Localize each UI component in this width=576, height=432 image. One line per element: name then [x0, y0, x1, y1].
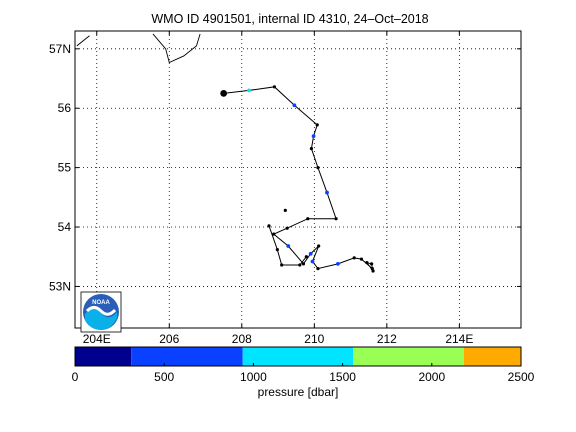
colorbar-segment [131, 347, 243, 366]
coastline [76, 33, 201, 64]
profile-point [365, 261, 369, 265]
y-tick-label: 54 [58, 220, 72, 234]
profile-point [285, 226, 289, 230]
profile-point [267, 224, 271, 228]
profile-point [315, 123, 319, 127]
profile-point [311, 134, 316, 139]
colorbar-segment [75, 347, 132, 366]
profile-point [325, 190, 329, 195]
colorbar-frame [74, 346, 522, 367]
profile-point [272, 85, 277, 89]
colorbar-tick-label: 1000 [240, 370, 267, 384]
plot-background [75, 31, 521, 328]
profile-point [359, 257, 364, 261]
profile-point [316, 267, 320, 271]
profile-point [352, 256, 356, 260]
coastline-segment [152, 33, 201, 64]
start-point-marker [220, 89, 228, 97]
colorbar-tick-label: 2500 [508, 370, 535, 384]
profile-point [247, 88, 251, 93]
colorbar-tick-label: 2000 [418, 370, 445, 384]
profile-point [283, 208, 287, 212]
y-axis-ticks: 57N 56 55 54 53N [49, 31, 521, 328]
profile-point [334, 217, 338, 221]
y-tick-label: 53N [49, 279, 71, 293]
plot-area: 57N 56 55 54 53N [49, 30, 522, 329]
plot-frame [74, 30, 522, 329]
x-tick-label: 206 [159, 332, 179, 346]
profile-point [317, 244, 321, 248]
profile-point [316, 166, 320, 170]
x-tick-label: 208 [232, 332, 252, 346]
grid-lines [75, 31, 521, 328]
colorbar-ticks: 0 500 1000 1500 2000 2500 [72, 363, 535, 384]
profile-point [371, 269, 375, 273]
y-tick-label: 56 [58, 101, 72, 115]
noaa-logo-wave [85, 308, 117, 330]
profile-point [301, 262, 306, 266]
coastline-segment [76, 35, 90, 47]
profile-point [298, 263, 302, 267]
y-tick-label: 57N [49, 42, 71, 56]
profile-point [310, 259, 315, 264]
colorbar-tick-label: 0 [72, 370, 79, 384]
x-tick-label: 210 [304, 332, 324, 346]
colorbar-segments [75, 347, 521, 366]
profile-point [306, 217, 310, 221]
profile-point [275, 247, 279, 252]
colorbar-label: pressure [dbar] [258, 385, 339, 399]
noaa-logo-bird [85, 306, 117, 316]
x-tick-label: 212 [377, 332, 397, 346]
profile-points [220, 85, 375, 273]
profile-point [272, 232, 276, 236]
x-tick-label: 204E [83, 332, 111, 346]
y-tick-label: 55 [58, 161, 72, 175]
noaa-logo-lettering: NOAA [92, 300, 110, 306]
colorbar-segment [242, 347, 354, 366]
noaa-logo: NOAA [80, 291, 122, 333]
profile-point [280, 263, 284, 267]
colorbar-segment [463, 347, 521, 366]
profile-point [292, 103, 297, 108]
colorbar-segment [353, 347, 464, 366]
profile-point [335, 261, 340, 266]
profile-point [309, 147, 314, 151]
x-axis-ticks: 204E 206 208 210 212 214E [83, 332, 474, 346]
colorbar: 0 500 1000 1500 2000 2500 pressure [dbar] [72, 346, 535, 399]
profile-point [370, 262, 374, 266]
x-tick-label: 214E [445, 332, 473, 346]
profile-point [304, 255, 308, 259]
colorbar-tick-label: 1500 [329, 370, 356, 384]
colorbar-tick-label: 500 [154, 370, 174, 384]
chart-title: WMO ID 4901501, internal ID 4310, 24–Oct… [151, 12, 428, 26]
profile-point [286, 244, 291, 248]
profile-point [308, 251, 313, 256]
